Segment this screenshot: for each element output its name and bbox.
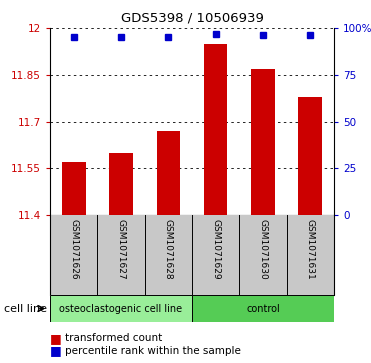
- Bar: [109, 153, 133, 215]
- Text: ■: ■: [50, 332, 62, 345]
- Text: ■: ■: [50, 344, 62, 358]
- Text: GSM1071630: GSM1071630: [259, 219, 267, 280]
- Text: percentile rank within the sample: percentile rank within the sample: [65, 346, 241, 356]
- Title: GDS5398 / 10506939: GDS5398 / 10506939: [121, 11, 263, 24]
- Bar: [251, 69, 275, 215]
- Text: GSM1071629: GSM1071629: [211, 219, 220, 280]
- Bar: [62, 162, 86, 215]
- Bar: [157, 131, 180, 215]
- Bar: [192, 295, 334, 322]
- Bar: [50, 295, 192, 322]
- Bar: [298, 97, 322, 215]
- Text: GSM1071627: GSM1071627: [116, 219, 125, 280]
- Bar: [204, 44, 227, 215]
- Text: osteoclastogenic cell line: osteoclastogenic cell line: [59, 303, 183, 314]
- Text: cell line: cell line: [4, 303, 47, 314]
- Text: GSM1071628: GSM1071628: [164, 219, 173, 280]
- Text: control: control: [246, 303, 280, 314]
- Text: transformed count: transformed count: [65, 333, 162, 343]
- Text: GSM1071626: GSM1071626: [69, 219, 78, 280]
- Text: GSM1071631: GSM1071631: [306, 219, 315, 280]
